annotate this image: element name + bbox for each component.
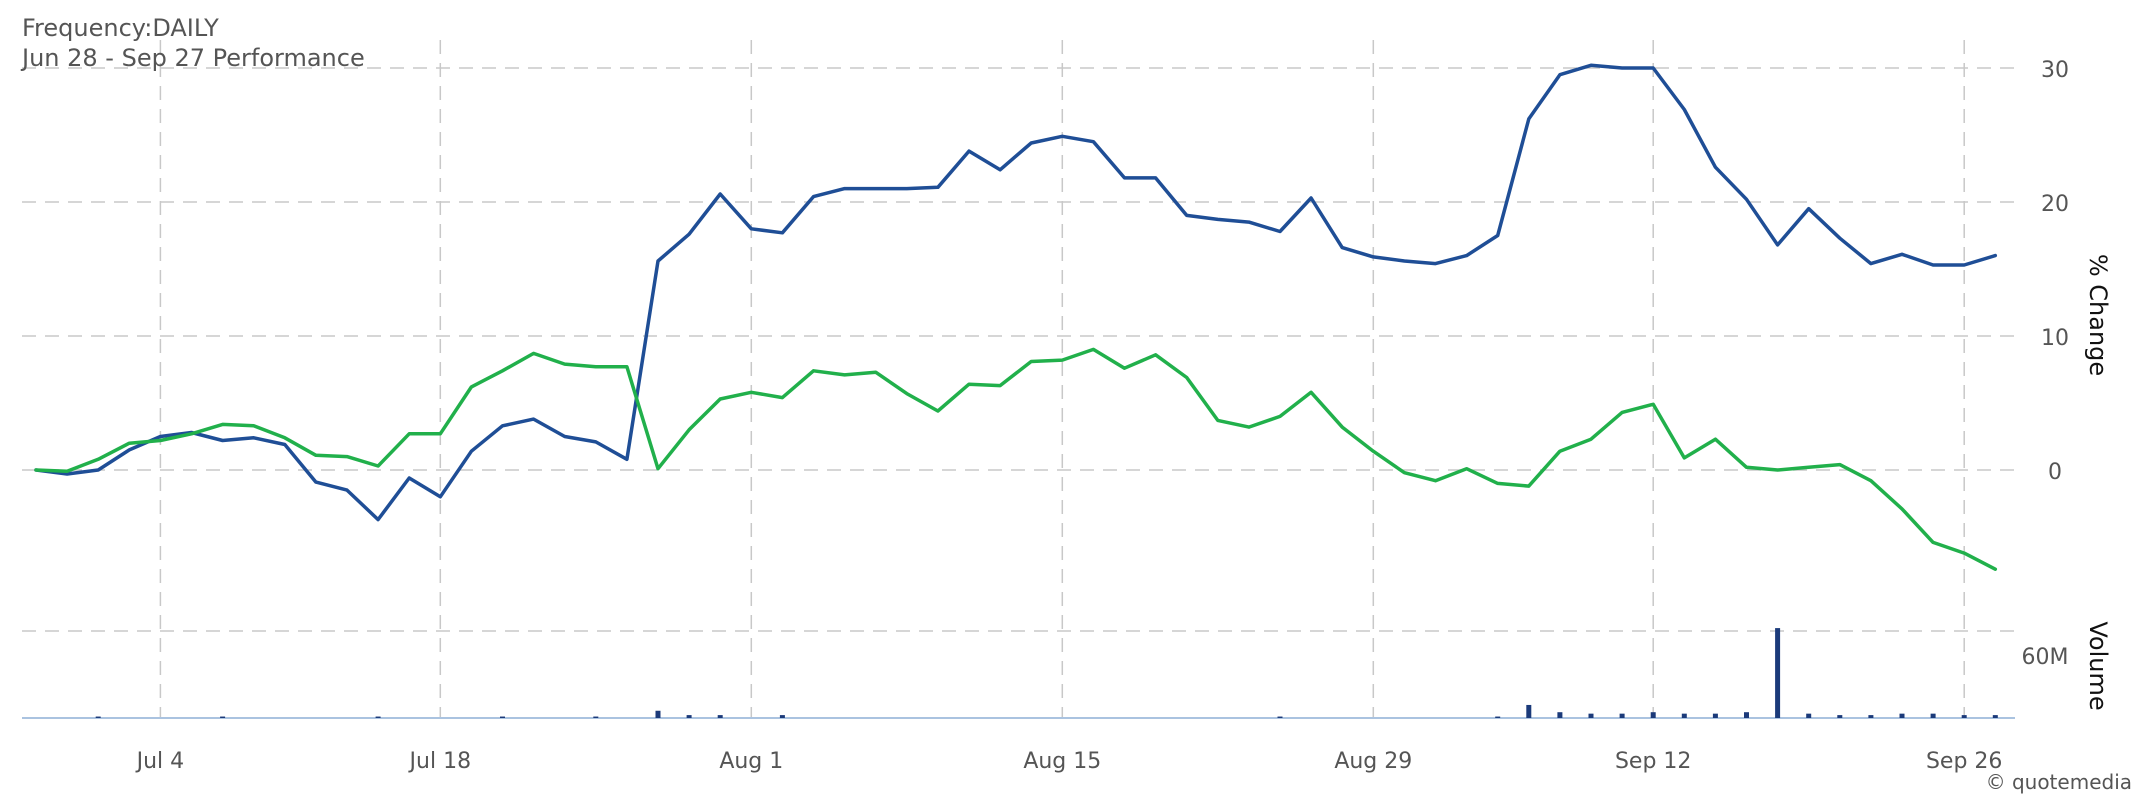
series-line-2: [34, 347, 1998, 571]
volume-bar: [1619, 713, 1625, 718]
x-tick-label: Sep 26: [1926, 749, 2002, 774]
volume-bar: [1806, 713, 1812, 718]
y-tick-label: 20: [2041, 192, 2069, 217]
volume-bar: [1712, 713, 1718, 718]
y-tick-label: 30: [2041, 58, 2069, 83]
volume-bar: [1992, 715, 1998, 718]
volume-bar: [1681, 713, 1687, 718]
series-line-1: [34, 63, 1998, 522]
y-tick-label: 0: [2048, 460, 2062, 485]
volume-bar: [686, 715, 692, 718]
volume-bar: [593, 716, 599, 718]
volume-bars: [95, 628, 1998, 718]
volume-bar: [1495, 716, 1501, 718]
grid-lines: [22, 40, 2015, 719]
volume-bar: [375, 716, 381, 718]
volume-bar: [1837, 715, 1843, 718]
axis-labels: 0 10 20 30 60M Jul 4 Jul 18 Aug 1 Aug 15 Aug 29 Se…: [135, 58, 2112, 774]
volume-bar: [220, 716, 226, 718]
volume-bar: [1557, 712, 1563, 718]
volume-bar: [1526, 704, 1532, 718]
volume-bar: [500, 716, 505, 718]
volume-bar: [1899, 713, 1905, 718]
x-tick-label: Jul 18: [408, 749, 472, 774]
x-tick-label: Sep 12: [1615, 749, 1691, 774]
volume-bar: [1961, 715, 1967, 718]
volume-bar: [1588, 713, 1594, 718]
credit-label: © quotemedia: [1985, 770, 2132, 794]
series-lines: [34, 63, 1998, 571]
volume-bar: [779, 715, 785, 718]
volume-bar: [1868, 715, 1874, 718]
volume-bar: [95, 716, 101, 718]
volume-bar: [1775, 628, 1781, 718]
volume-bar: [1930, 713, 1936, 718]
volume-bar: [655, 710, 661, 718]
volume-bar: [717, 715, 723, 718]
x-tick-label: Aug 15: [1023, 749, 1101, 774]
volume-bar: [1277, 716, 1283, 718]
volume-bar: [1744, 712, 1749, 718]
chart-title: Jun 28 - Sep 27 Performance: [22, 44, 365, 72]
volume-tick-label: 60M: [2022, 645, 2069, 670]
volume-bar: [1650, 712, 1656, 718]
x-tick-label: Jul 4: [135, 749, 185, 774]
x-tick-label: Aug 29: [1334, 749, 1412, 774]
volume-axis-title: Volume: [2084, 621, 2112, 710]
frequency-label: Frequency:DAILY: [22, 14, 219, 42]
y-axis-title: % Change: [2084, 254, 2112, 376]
y-tick-label: 10: [2041, 326, 2069, 351]
x-tick-label: Aug 1: [719, 749, 783, 774]
